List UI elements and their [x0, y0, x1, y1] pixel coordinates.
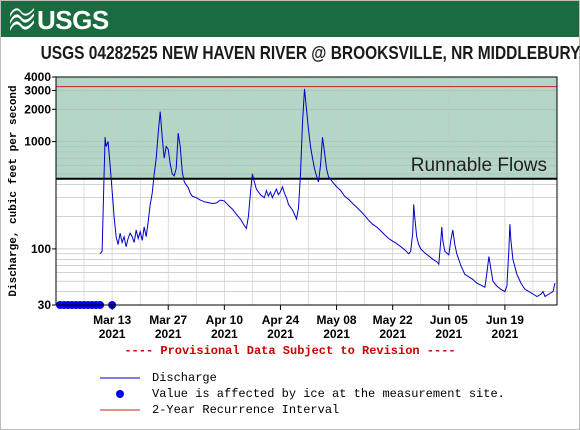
- x-tick-label: Jun 19: [486, 313, 524, 327]
- x-tick-label: May 08: [317, 313, 357, 327]
- y-axis-label: Discharge, cubic feet per second: [8, 85, 20, 296]
- usgs-logo-text: USGS: [37, 5, 109, 35]
- usgs-banner: USGS: [1, 1, 579, 37]
- y-tick-label: 4000: [24, 70, 51, 84]
- usgs-wave-icon: [10, 8, 34, 31]
- x-tick-year: 2021: [323, 327, 350, 341]
- x-tick-label: Jun 05: [430, 313, 468, 327]
- x-tick-year: 2021: [435, 327, 462, 341]
- x-tick-year: 2021: [211, 327, 238, 341]
- legend-recurrence-swatch: [100, 409, 140, 411]
- legend-ice-swatch: [116, 390, 124, 398]
- x-tick-label: Mar 27: [149, 313, 187, 327]
- legend-ice-label: Value is affected by ice at the measurem…: [152, 387, 505, 401]
- legend-discharge-label: Discharge: [152, 371, 217, 385]
- provisional-notice: ---- Provisional Data Subject to Revisio…: [124, 344, 456, 358]
- y-tick-label: 30: [38, 298, 52, 312]
- x-tick-year: 2021: [267, 327, 294, 341]
- legend-discharge-swatch: [100, 377, 140, 379]
- x-tick-year: 2021: [492, 327, 519, 341]
- x-tick-label: Apr 10: [206, 313, 244, 327]
- x-tick-year: 2021: [99, 327, 126, 341]
- y-tick-label: 1000: [24, 135, 51, 149]
- x-tick-label: Mar 13: [93, 313, 131, 327]
- x-tick-label: May 22: [373, 313, 413, 327]
- y-tick-label: 3000: [24, 83, 51, 97]
- x-tick-year: 2021: [379, 327, 406, 341]
- y-tick-label: 100: [31, 242, 51, 256]
- band-label: Runnable Flows: [411, 155, 547, 176]
- usgs-logo: USGS: [9, 7, 109, 33]
- chart-title: USGS 04282525 NEW HAVEN RIVER @ BROOKSVI…: [40, 43, 580, 63]
- discharge-line: [99, 88, 556, 298]
- x-tick-year: 2021: [155, 327, 182, 341]
- x-tick-label: Apr 24: [262, 313, 300, 327]
- legend-recurrence-label: 2-Year Recurrence Interval: [152, 403, 340, 417]
- runnable-band: [56, 77, 557, 179]
- y-tick-label: 2000: [24, 102, 51, 116]
- plot-border: [55, 76, 558, 306]
